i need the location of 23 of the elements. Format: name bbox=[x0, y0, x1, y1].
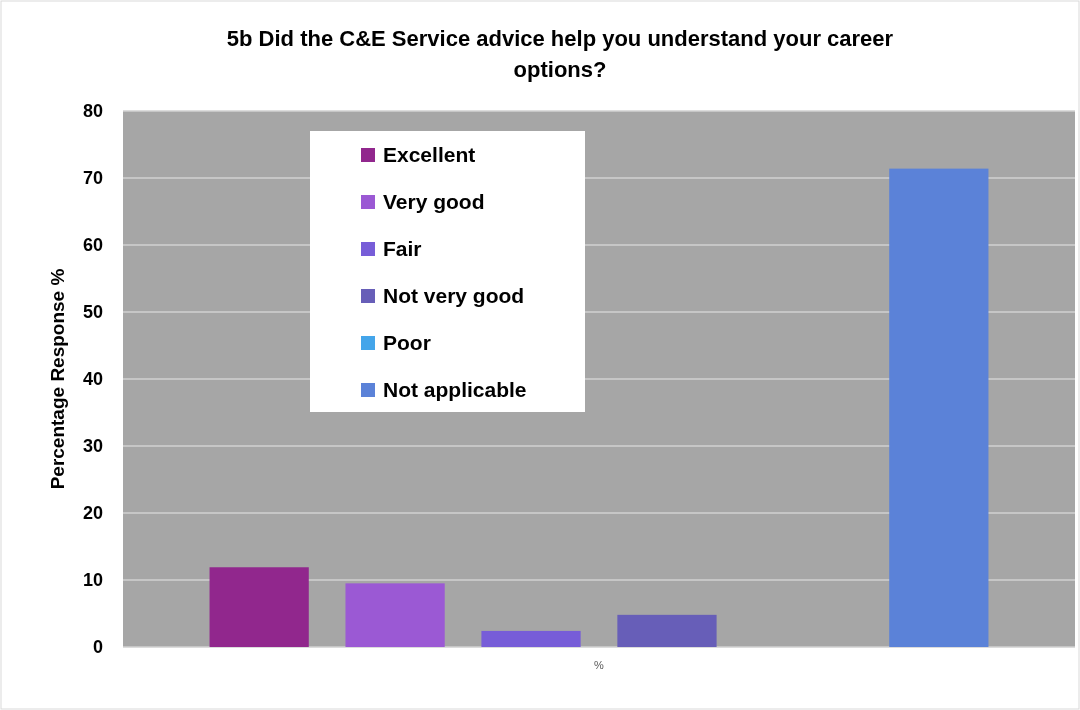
bar bbox=[617, 614, 717, 647]
legend-label: Very good bbox=[383, 190, 485, 214]
legend-label: Not very good bbox=[383, 284, 525, 308]
y-tick-label: 10 bbox=[82, 570, 103, 591]
bar bbox=[889, 168, 989, 647]
y-tick-label: 70 bbox=[82, 168, 103, 189]
y-axis-title: Percentage Response % bbox=[47, 268, 68, 490]
y-tick-label: 40 bbox=[82, 369, 103, 390]
y-tick-label: 20 bbox=[82, 503, 103, 524]
legend-label: Poor bbox=[383, 331, 431, 355]
chart-title: 5b Did the C&E Service advice help you understand your career options? bbox=[226, 26, 894, 82]
x-tick-label: % bbox=[594, 659, 605, 671]
legend-label: Fair bbox=[383, 237, 422, 261]
y-tick-label: 30 bbox=[82, 436, 103, 457]
bar bbox=[345, 583, 445, 647]
y-tick-label: 80 bbox=[82, 101, 103, 122]
legend-label: Excellent bbox=[383, 143, 476, 167]
y-tick-label: 50 bbox=[82, 302, 103, 323]
y-tick-label: 60 bbox=[82, 235, 103, 256]
y-tick-label: 0 bbox=[92, 637, 103, 658]
bar bbox=[209, 567, 309, 647]
legend-label: Not applicable bbox=[383, 378, 527, 402]
bar bbox=[481, 630, 581, 647]
